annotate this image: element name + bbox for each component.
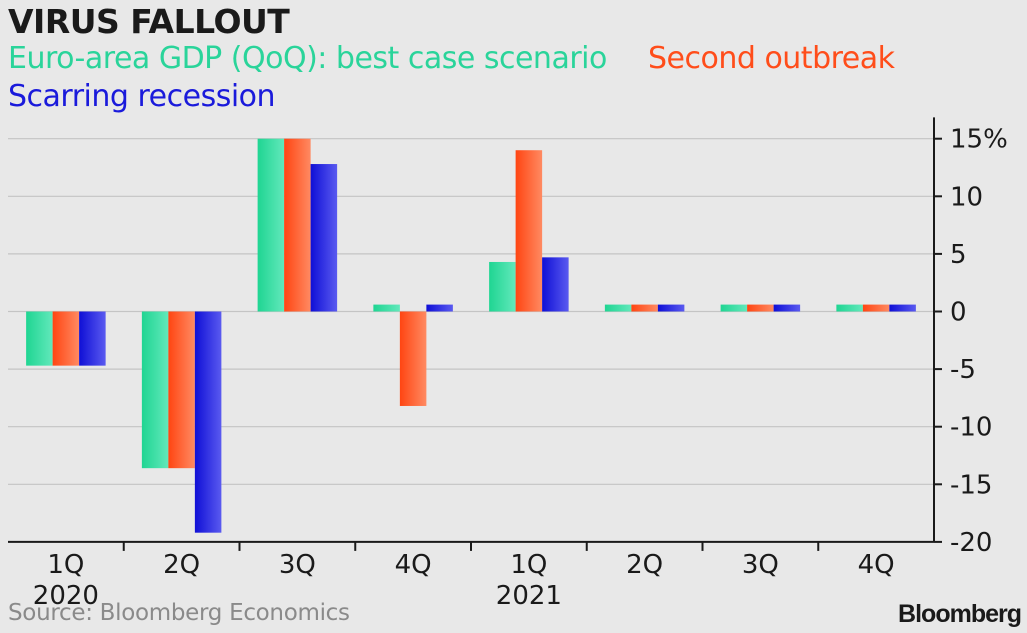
y-tick-label: -15	[950, 470, 992, 500]
bar	[79, 311, 106, 366]
bar	[631, 304, 658, 312]
bar	[720, 304, 748, 312]
bar	[257, 138, 285, 312]
bar	[310, 164, 338, 312]
bar	[168, 311, 195, 469]
x-category-label: 1Q	[47, 550, 84, 580]
bar	[604, 304, 632, 312]
bar	[194, 311, 222, 533]
x-category-label: 1Q	[510, 550, 547, 580]
x-category-label: 2Q	[163, 550, 200, 580]
x-category-label: 4Q	[395, 550, 432, 580]
bar	[284, 138, 311, 312]
bar	[489, 261, 516, 312]
legend-best-case: Euro-area GDP (QoQ): best case scenario	[8, 41, 607, 76]
y-tick-label: -10	[950, 413, 992, 443]
y-tick-label: -20	[950, 528, 992, 558]
legend-scarring-recession: Scarring recession	[8, 79, 276, 114]
bar	[657, 304, 685, 312]
bar	[542, 257, 569, 312]
bar	[862, 304, 890, 312]
bloomberg-logo: Bloomberg	[898, 600, 1022, 628]
x-category-label: 4Q	[858, 550, 895, 580]
bar	[141, 311, 169, 469]
bar	[26, 311, 53, 366]
source-note: Source: Bloomberg Economics	[8, 600, 350, 626]
x-year-label: 2021	[496, 581, 562, 611]
x-category-label: 3Q	[279, 550, 316, 580]
bar	[836, 304, 863, 312]
y-tick-label: 5	[950, 240, 967, 270]
y-tick-label: 0	[950, 298, 967, 328]
y-tick-label: 15%	[950, 125, 1008, 155]
bar	[773, 304, 801, 312]
x-year-label: 2020	[33, 581, 99, 611]
bar	[399, 311, 427, 406]
x-category-label: 2Q	[626, 550, 663, 580]
chart-title: VIRUS FALLOUT	[8, 2, 290, 41]
bar	[889, 304, 916, 312]
y-tick-label: 10	[950, 182, 983, 212]
bar	[426, 304, 453, 312]
bar	[747, 304, 774, 312]
bar	[373, 304, 400, 312]
legend-second-outbreak: Second outbreak	[648, 41, 895, 76]
y-tick-label: -5	[950, 355, 976, 385]
bar	[515, 150, 543, 312]
bar	[52, 311, 80, 366]
x-category-label: 3Q	[742, 550, 779, 580]
